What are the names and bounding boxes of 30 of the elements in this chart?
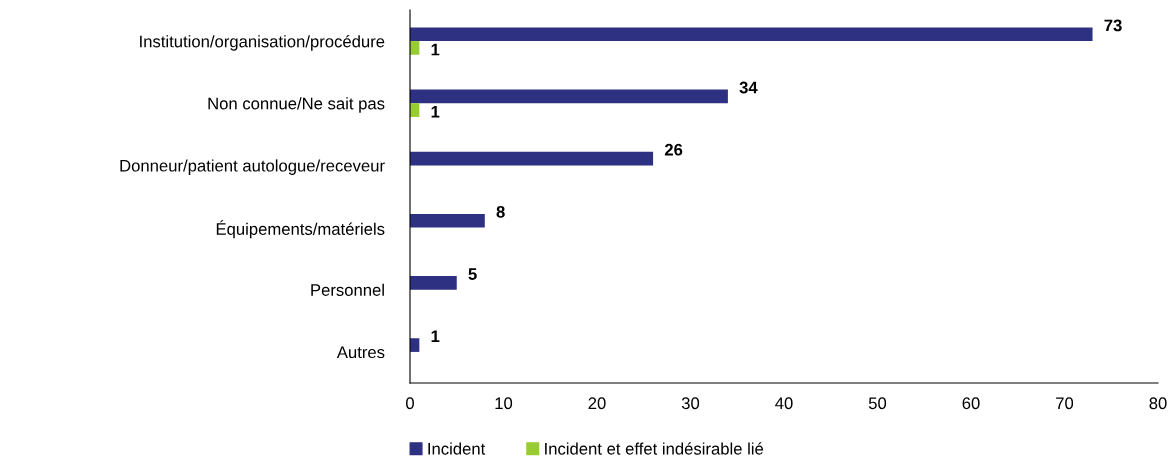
bar: [410, 89, 728, 104]
x-tick-label: 60: [962, 397, 980, 410]
data-label: 1: [431, 43, 440, 56]
data-label: 1: [431, 330, 440, 342]
bar: [410, 276, 457, 290]
bar: [410, 151, 654, 166]
x-tick-label: 20: [588, 397, 606, 410]
x-tick-label: 50: [868, 397, 887, 410]
data-label: 8: [496, 205, 505, 218]
y-tick-label: Non connue/Ne sait pas: [208, 97, 385, 113]
data-label: 26: [664, 143, 683, 156]
bar: [410, 213, 485, 228]
y-tick-label: Donneur/patient autologue/receveur: [120, 159, 385, 175]
legend-label: Incident: [428, 442, 486, 455]
y-tick-label: Institution/organisation/procédure: [140, 34, 385, 51]
data-label: 5: [468, 268, 477, 280]
x-tick-label: 70: [1056, 397, 1074, 410]
x-tick-label: 80: [1149, 397, 1167, 410]
x-tick-label: 0: [406, 397, 414, 410]
y-tick-label: Équipements/matériels: [216, 220, 385, 239]
data-label: 34: [739, 81, 758, 94]
bar: [410, 27, 1093, 42]
data-label: 1: [431, 106, 440, 118]
x-tick-label: 30: [681, 397, 700, 410]
x-tick-label: 10: [495, 397, 513, 410]
y-tick-label: Autres: [336, 346, 385, 359]
y-tick-label: Personnel: [311, 283, 384, 296]
data-label: 73: [1104, 19, 1122, 32]
legend-label: Incident et effet indésirable lié: [545, 442, 764, 455]
x-tick-label: 40: [775, 397, 793, 410]
